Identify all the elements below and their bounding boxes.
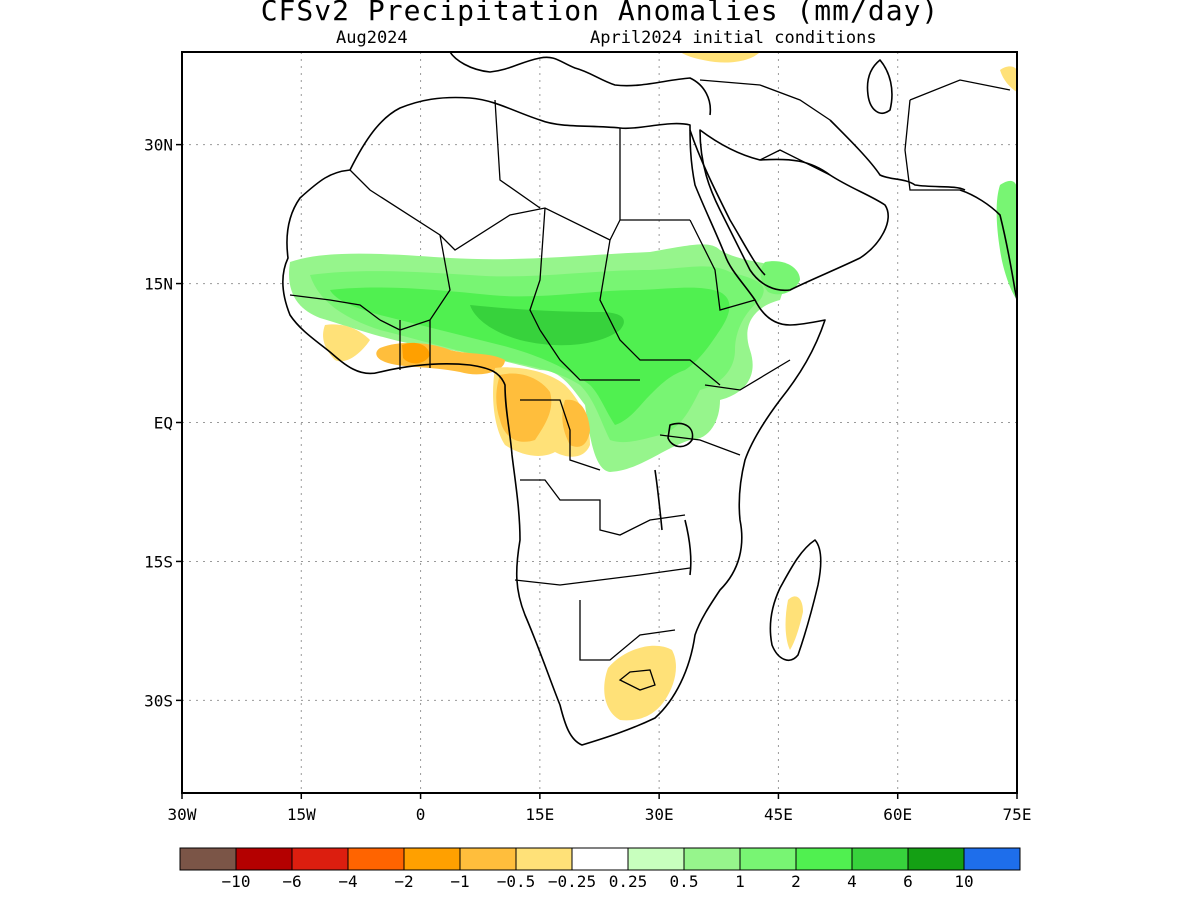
initial-conditions: April2024 initial conditions [590,28,877,48]
lat-tick-label: 15N [144,275,173,294]
colorbar-label: −2 [394,872,413,891]
colorbar-label: 4 [847,872,857,891]
south-africa-dry [604,645,676,721]
turkey-dry [680,52,760,63]
colorbar-label: 0.25 [609,872,648,891]
congo-dry [562,399,590,447]
colorbar-swatch [403,847,461,871]
lon-tick-label: 15E [525,805,554,824]
colorbar-swatch [291,847,349,871]
red-sea-coastline [689,129,766,276]
lat-tick-label: 30N [144,136,173,155]
colorbar-swatch [739,847,797,871]
central-africa-dry [496,373,552,442]
lon-tick-label: 30E [645,805,674,824]
colorbar-swatch [851,847,909,871]
arabia-wet-anomaly [760,261,800,295]
lon-tick-label: 45E [764,805,793,824]
longitude-axis: 30W 15W 0 15E 30E 45E 60E 75E [168,793,1032,824]
lat-tick-label: 30S [144,691,173,710]
lake-victoria [667,422,694,448]
colorbar-swatch [907,847,965,871]
colorbar-swatch [515,847,573,871]
caspian-dry [1000,66,1017,92]
colorbar-label: 6 [903,872,913,891]
colorbar-swatch [179,847,237,871]
colorbar-label: −1 [450,872,469,891]
lon-tick-label: 75E [1003,805,1032,824]
africa-coastline [282,96,826,746]
colorbar-swatch [459,847,517,871]
colorbar-swatch [963,847,1021,871]
lake-malawi [684,519,692,576]
colorbar-swatch [235,847,293,871]
map-title: CFSv2 Precipitation Anomalies (mm/day) [260,0,940,27]
forecast-month: Aug2024 [336,28,408,48]
colorbar-label: 0.5 [670,872,699,891]
lon-tick-label: 15W [287,805,316,824]
colorbar-swatch [347,847,405,871]
colorbar-swatch [683,847,741,871]
guinea-coast-dry-3 [402,342,430,364]
colorbar-label: −0.5 [497,872,536,891]
lon-tick-label: 60E [883,805,912,824]
anomaly-shading [289,52,1017,721]
country-borders [289,79,1011,691]
colorbar-label: −0.25 [548,872,596,891]
colorbar-label: 2 [791,872,801,891]
colorbar [179,847,1021,871]
colorbar-swatch [627,847,685,871]
europe-coastline [449,52,712,116]
colorbar-label: 10 [954,872,973,891]
colorbar-swatch [795,847,853,871]
coastlines [282,52,1017,746]
colorbar-label: 1 [735,872,745,891]
lake-tanganyika [654,469,663,531]
caspian-coastline [866,59,893,114]
colorbar-swatch [571,847,629,871]
lon-tick-label: 30W [168,805,197,824]
sahel-wet-anomaly-strong [470,305,624,346]
india-coastline [959,189,1017,301]
colorbar-label: −4 [338,872,357,891]
madagascar-coastline [769,539,822,661]
colorbar-label: −10 [222,872,251,891]
persian-gulf-coastline [829,119,966,191]
colorbar-labels: −10 −6 −4 −2 −1 −0.5 −0.25 0.25 0.5 1 2 4 6 10 [222,872,974,891]
latitude-axis: 30N 15N EQ 15S 30S [144,136,182,710]
west-africa-dry-light [323,324,370,362]
colorbar-label: −6 [282,872,301,891]
lon-tick-label: 0 [416,805,426,824]
lat-tick-label: 15S [144,552,173,571]
madagascar-dry [785,596,803,650]
arabia-coastline [699,129,889,292]
lat-tick-label: EQ [154,414,173,433]
